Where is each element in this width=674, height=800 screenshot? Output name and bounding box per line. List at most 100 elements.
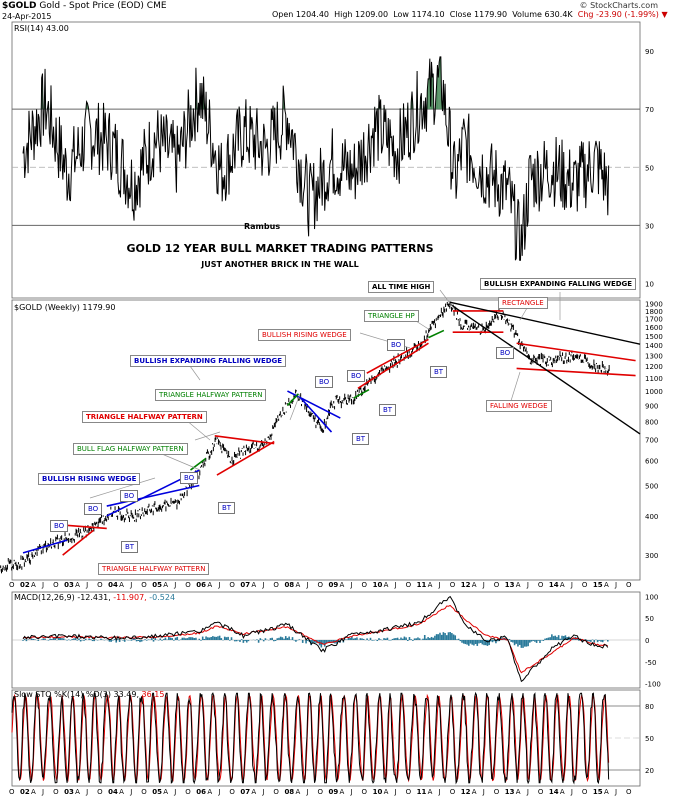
x-tick-label: A <box>163 788 169 796</box>
rsi-frame <box>11 21 641 299</box>
trendline-red <box>516 342 636 362</box>
volume-value: Volume 630.4K <box>512 10 573 19</box>
x-tick-label: O <box>405 788 412 796</box>
pattern-label: TRIANGLE HALFWAY PATTERN <box>155 389 267 401</box>
x-tick-label: O <box>53 581 59 589</box>
x-tick-label: J <box>482 788 485 796</box>
x-axis-bottom: O 02 A J O 03 A J O 04 A J O 05 A J O 06 A J O 07 A J O 08 A J O 09 A J… <box>0 788 674 798</box>
bo-marker: BO <box>387 339 406 351</box>
x-tick-label: 13 <box>504 788 515 796</box>
trendline-red <box>516 367 636 377</box>
change-value: Chg -23.90 (-1.99%) <box>577 10 659 19</box>
x-tick-label: O <box>581 581 588 589</box>
trendline-green <box>353 388 370 399</box>
x-tick-label: O <box>537 788 544 796</box>
bo-marker: BO <box>180 472 199 484</box>
bo-marker: BO <box>496 347 515 359</box>
chart-subtitle: JUST ANOTHER BRICK IN THE WALL <box>201 260 359 269</box>
instrument-name: Gold - Spot Price (EOD) <box>39 1 144 11</box>
trendline-red <box>357 342 429 390</box>
rsi-tick-label: 50 <box>645 164 654 172</box>
x-tick-label: J <box>174 788 177 796</box>
x-tick-label: A <box>119 581 124 589</box>
x-tick-label: 06 <box>196 788 207 796</box>
x-tick-label: O <box>581 788 588 796</box>
x-tick-label: A <box>383 581 389 589</box>
x-tick-label: J <box>394 581 397 589</box>
x-tick-label: J <box>614 581 618 589</box>
x-axis-price: O 02 A J O 03 A J O 04 A J O 05 A J O 06 A J O 07 A J O 08 A J O 09 A J… <box>0 581 674 591</box>
macd-tick-label: -50 <box>645 659 656 667</box>
hist-value: -0.524 <box>149 593 176 602</box>
x-tick-label: 05 <box>152 788 162 796</box>
x-tick-label: J <box>526 581 529 589</box>
x-tick-label: O <box>141 788 147 796</box>
x-tick-label: A <box>119 788 124 796</box>
chart-main-title: GOLD 12 YEAR BULL MARKET TRADING PATTERN… <box>126 242 434 255</box>
x-tick-label: J <box>262 788 265 796</box>
x-tick-label: A <box>603 581 609 589</box>
rsi-title: RSI(14) 43.00 <box>14 24 69 33</box>
x-tick-label: J <box>42 581 45 589</box>
price-tick-label: 700 <box>645 437 658 445</box>
macd-tick-label: 100 <box>645 593 658 601</box>
sto-title: Slow STO %K(14) %D(3) 33.49, 36.15 <box>14 690 165 699</box>
open-value: Open 1204.40 <box>272 10 329 19</box>
pattern-label: TRIANGLE HALFWAY PATTERN <box>82 411 207 423</box>
price-tick-label: 900 <box>645 402 658 410</box>
x-tick-label: O <box>625 788 632 796</box>
close-value: Close 1179.90 <box>449 10 508 19</box>
x-tick-label: J <box>350 788 353 796</box>
callout-line <box>439 289 456 311</box>
x-tick-label: O <box>9 788 15 796</box>
high-value: High 1209.00 <box>334 10 389 19</box>
x-tick-label: 02 <box>20 581 30 589</box>
x-tick-label: 04 <box>108 581 118 589</box>
pattern-label: BULLISH RISING WEDGE <box>258 329 351 341</box>
price-tick-label: 800 <box>645 418 658 426</box>
x-tick-label: 08 <box>284 788 295 796</box>
macd-tick-label: 0 <box>645 637 649 645</box>
price-tick-label: 1100 <box>645 375 663 383</box>
x-tick-label: O <box>9 581 15 589</box>
sto-tick-label: 80 <box>645 703 654 711</box>
macd-value: -12.431, <box>77 593 111 602</box>
x-tick-label: O <box>97 581 103 589</box>
x-tick-label: O <box>361 788 368 796</box>
x-tick-label: 15 <box>592 581 603 589</box>
signal-value: -11.907, <box>113 593 147 602</box>
x-tick-label: J <box>86 788 89 796</box>
x-tick-label: J <box>306 788 309 796</box>
x-tick-label: A <box>75 581 80 589</box>
trendline-green <box>190 457 207 471</box>
exchange: CME <box>146 1 167 11</box>
price-tick-label: 500 <box>645 483 658 491</box>
rsi-overbought-fill <box>439 56 440 110</box>
x-tick-label: O <box>273 788 279 796</box>
x-tick-label: O <box>361 581 368 589</box>
price-tick-label: 1600 <box>645 324 663 332</box>
x-tick-label: J <box>570 788 573 796</box>
x-tick-label: J <box>130 788 133 796</box>
x-tick-label: 04 <box>108 788 118 796</box>
trendline-green <box>428 329 445 339</box>
x-tick-label: 11 <box>416 581 427 589</box>
bo-marker: BO <box>347 370 366 382</box>
x-tick-label: 09 <box>328 581 339 589</box>
macd-tick-label: 50 <box>645 615 654 623</box>
bt-marker: BT <box>218 502 236 514</box>
x-tick-label: O <box>317 581 323 589</box>
callout-line <box>194 431 221 441</box>
pattern-label: RECTANGLE <box>498 297 548 309</box>
x-tick-label: J <box>130 581 133 589</box>
x-tick-label: J <box>526 788 529 796</box>
bt-marker: BT <box>121 541 139 553</box>
trendline-blue <box>22 539 68 554</box>
trendline-green <box>286 393 300 406</box>
x-tick-label: 06 <box>196 581 207 589</box>
sto-k-line <box>11 691 610 785</box>
x-tick-label: O <box>625 581 632 589</box>
x-tick-label: A <box>559 788 565 796</box>
x-tick-label: O <box>229 581 235 589</box>
